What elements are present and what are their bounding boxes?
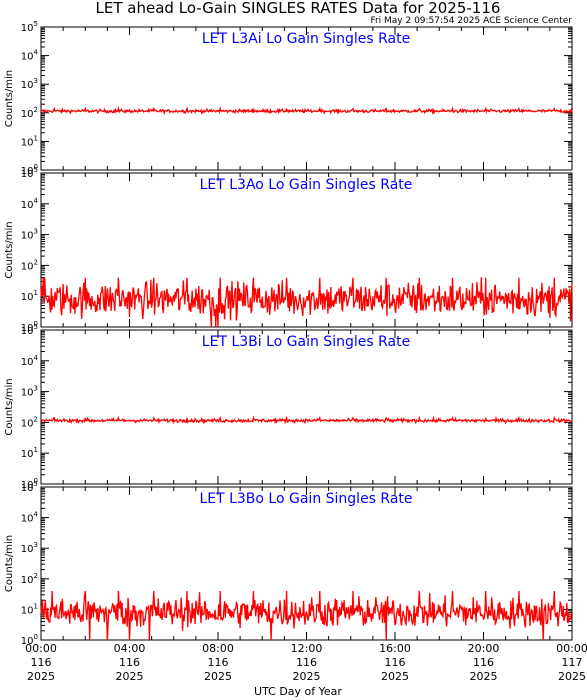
panel-title: LET L3Bi Lo Gain Singles Rate <box>202 334 410 350</box>
y-tick-label: 101 <box>21 602 38 616</box>
y-tick-label: 101 <box>21 134 38 148</box>
y-tick-label: 104 <box>21 511 39 525</box>
x-tick-label: 116 <box>296 656 317 669</box>
x-tick-label: 116 <box>119 656 140 669</box>
figure-timestamp: Fri May 2 09:57:54 2025 ACE Science Cent… <box>370 16 572 26</box>
x-axis: 00:00116202504:00116202508:00116202512:0… <box>25 642 587 683</box>
series-line <box>40 415 573 425</box>
x-tick-label: 2025 <box>381 670 409 683</box>
x-tick-label: 2025 <box>470 670 498 683</box>
y-tick-label: 100 <box>21 163 38 177</box>
y-tick-label: 104 <box>21 197 39 211</box>
x-tick-label: 116 <box>31 656 52 669</box>
y-tick-label: 104 <box>21 49 39 63</box>
y-tick-label: 103 <box>21 541 38 555</box>
x-tick-label: 117 <box>562 656 583 669</box>
y-tick-label: 100 <box>21 633 38 647</box>
x-tick-label: 116 <box>473 656 494 669</box>
panel-3: 100 101 102 103 104 105 Counts/min LET L3Bi Lo … <box>4 323 573 491</box>
x-tick-label: 16:00 <box>379 642 411 655</box>
x-tick-label: 2025 <box>116 670 144 683</box>
x-tick-label: 08:00 <box>202 642 234 655</box>
x-axis-label: UTC Day of Year <box>254 685 342 698</box>
y-tick-label: 105 <box>21 323 38 337</box>
x-tick-label: 2025 <box>27 670 55 683</box>
y-axis-label: Counts/min <box>4 70 15 127</box>
y-tick-label: 105 <box>21 480 38 494</box>
x-tick-label: 12:00 <box>291 642 323 655</box>
y-tick-label: 104 <box>21 354 39 368</box>
y-tick-label: 100 <box>21 320 38 334</box>
x-tick-label: 04:00 <box>114 642 146 655</box>
panel-title: LET L3Bo Lo Gain Singles Rate <box>199 491 412 507</box>
panels: 100 101 102 103 104 105 Counts/min LET L3Ai Lo … <box>4 20 573 647</box>
y-tick-label: 102 <box>21 106 38 120</box>
y-tick-label: 103 <box>21 385 38 399</box>
y-tick-label: 102 <box>21 572 38 586</box>
panel-frame <box>40 329 573 485</box>
figure-title: LET ahead Lo-Gain SINGLES RATES Data for… <box>96 0 501 17</box>
x-tick-label: 2025 <box>558 670 586 683</box>
x-tick-label: 116 <box>385 656 406 669</box>
y-axis-label: Counts/min <box>4 378 15 435</box>
x-tick-label: 20:00 <box>468 642 500 655</box>
x-tick-label: 2025 <box>204 670 232 683</box>
y-tick-label: 100 <box>21 477 38 491</box>
y-tick-label: 105 <box>21 20 38 34</box>
y-tick-label: 101 <box>21 289 38 303</box>
series-line <box>40 106 573 116</box>
x-tick-label: 2025 <box>293 670 321 683</box>
y-axis-label: Counts/min <box>4 221 15 278</box>
y-tick-label: 102 <box>21 258 38 272</box>
panel-frame <box>40 26 573 171</box>
panel-2: 100 101 102 103 104 105 Counts/min LET L3Ao Lo … <box>4 166 573 334</box>
x-tick-label: 00:00 <box>25 642 57 655</box>
series-line <box>40 277 573 328</box>
y-tick-label: 101 <box>21 446 38 460</box>
panel-frame <box>40 486 573 641</box>
panel-title: LET L3Ao Lo Gain Singles Rate <box>200 177 413 193</box>
y-axis-label: Counts/min <box>4 535 15 592</box>
panel-1: 100 101 102 103 104 105 Counts/min LET L3Ai Lo … <box>4 20 573 177</box>
panel-4: 100 101 102 103 104 105 Counts/min LET L3Bo Lo … <box>4 480 573 647</box>
y-tick-label: 103 <box>21 77 38 91</box>
x-tick-label: 116 <box>208 656 229 669</box>
y-tick-label: 103 <box>21 228 38 242</box>
x-tick-label: 00:00 <box>556 642 587 655</box>
y-tick-label: 102 <box>21 415 38 429</box>
y-tick-label: 105 <box>21 166 38 180</box>
series-line <box>40 590 573 641</box>
panel-title: LET L3Ai Lo Gain Singles Rate <box>202 31 410 47</box>
